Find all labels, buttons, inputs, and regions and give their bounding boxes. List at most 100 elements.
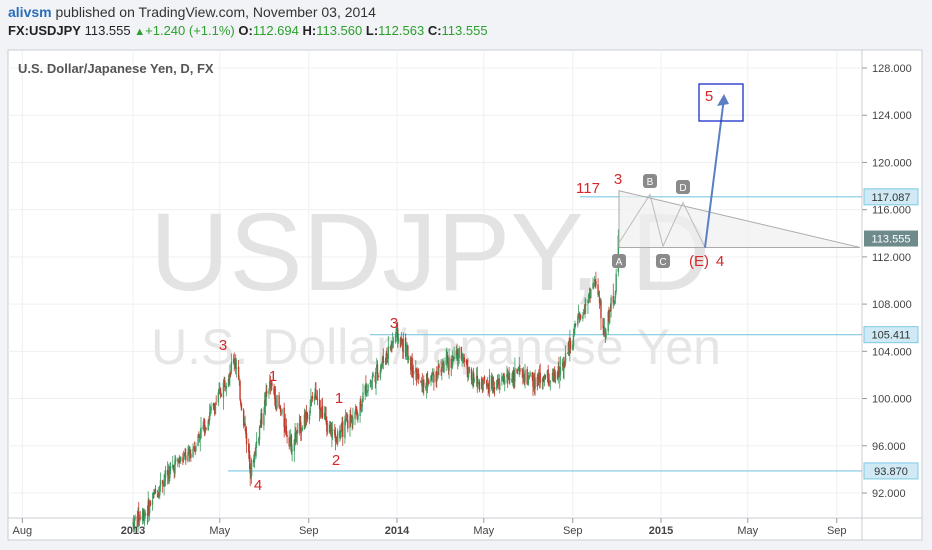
candle-body (177, 459, 179, 462)
candle-body (528, 375, 531, 377)
candle-body (223, 378, 225, 382)
candle-body (592, 283, 594, 289)
level-price-label: 117.087 (872, 192, 911, 204)
pattern-badge-label: D (679, 183, 686, 194)
candle-body (341, 422, 343, 424)
candle-body (405, 347, 408, 357)
y-tick-label: 116.000 (872, 205, 911, 217)
candle-body (305, 412, 308, 415)
candle-body (572, 344, 574, 350)
candle-body (486, 383, 489, 388)
candle-body (163, 479, 165, 487)
candle-body (370, 380, 372, 384)
candle-body (232, 358, 235, 363)
candle-body (329, 421, 332, 433)
wave-label: 3 (390, 315, 398, 332)
candle-body (561, 362, 564, 367)
candle-body (182, 456, 185, 461)
author-link[interactable]: alivsm (8, 4, 52, 20)
candle-body (404, 337, 407, 357)
low-value: 112.563 (378, 23, 425, 38)
candle-body (229, 372, 231, 378)
candle-body (542, 378, 544, 381)
candle-body (462, 359, 464, 361)
candle-body (240, 400, 242, 405)
triangle-pattern: A B C D (612, 83, 861, 268)
candle-body (169, 466, 171, 478)
candle-body (420, 380, 422, 382)
candle-body (295, 432, 297, 441)
candle-body (274, 394, 276, 400)
candle-body (255, 441, 258, 444)
candle-body (546, 370, 549, 378)
candle-body (563, 362, 565, 369)
candle-body (159, 485, 161, 496)
candle-body (506, 373, 508, 378)
candle-body (214, 404, 217, 415)
candle-body (274, 398, 277, 408)
candle-body (426, 372, 429, 386)
candle-body (190, 453, 192, 459)
candle-body (234, 361, 236, 365)
candle-body (385, 353, 387, 364)
candle-body (462, 356, 465, 362)
candle-body (594, 279, 596, 282)
candle-body (273, 387, 275, 395)
candle-body (526, 369, 528, 385)
candle-body (233, 359, 235, 365)
candle-body (371, 376, 374, 380)
candle-body (580, 315, 582, 319)
time-axis[interactable]: Aug 2013 May Sep 2014 May Sep 2015 May Sep (13, 518, 847, 537)
x-tick-label: Aug (13, 525, 33, 537)
candle-body (242, 409, 245, 426)
candle-body (533, 376, 535, 388)
candle-body (579, 314, 581, 316)
candle-body (430, 375, 432, 383)
candle-body (153, 492, 155, 494)
candle-body (421, 381, 424, 392)
candle-body (493, 387, 496, 389)
candle-body (162, 485, 165, 487)
candle-body (529, 372, 531, 377)
candle-body (308, 414, 311, 421)
wave-label: 4 (716, 253, 724, 270)
candle-body (177, 461, 180, 464)
candle-body (567, 341, 570, 355)
candle-body (374, 375, 377, 383)
y-tick-label: 128.000 (872, 63, 912, 75)
candle-body (477, 383, 479, 385)
candle-body (443, 363, 445, 373)
candle-body (480, 377, 483, 389)
price-axis[interactable]: 92.000 96.000 100.000 104.000 108.000 112.000… (862, 63, 912, 500)
candle-body (527, 380, 529, 384)
candle-body (410, 356, 413, 372)
candle-body (407, 345, 409, 361)
last-price: 113.555 (84, 23, 131, 38)
wave-label: 2 (332, 452, 340, 469)
x-tick-label: 2013 (121, 525, 145, 537)
candle-body (496, 379, 498, 390)
candle-body (577, 313, 580, 318)
wave-label: 1 (269, 368, 277, 385)
candle-body (209, 409, 212, 414)
candle-body (249, 463, 251, 474)
candle-body (200, 427, 202, 439)
candle-body (568, 342, 570, 350)
candle-body (483, 378, 485, 382)
candle-body (318, 399, 321, 409)
candle-body (402, 340, 404, 352)
candle-body (379, 370, 382, 378)
candle-body (329, 424, 331, 433)
candle-body (503, 373, 505, 383)
candle-body (146, 513, 149, 516)
candle-body (473, 379, 476, 381)
candle-body (410, 357, 412, 371)
candle-body (491, 375, 494, 391)
candle-body (569, 340, 572, 350)
candle-body (245, 428, 247, 435)
candle-body (386, 357, 389, 359)
candle-body (559, 367, 562, 375)
candle-body (309, 407, 311, 414)
candle-body (472, 373, 475, 382)
